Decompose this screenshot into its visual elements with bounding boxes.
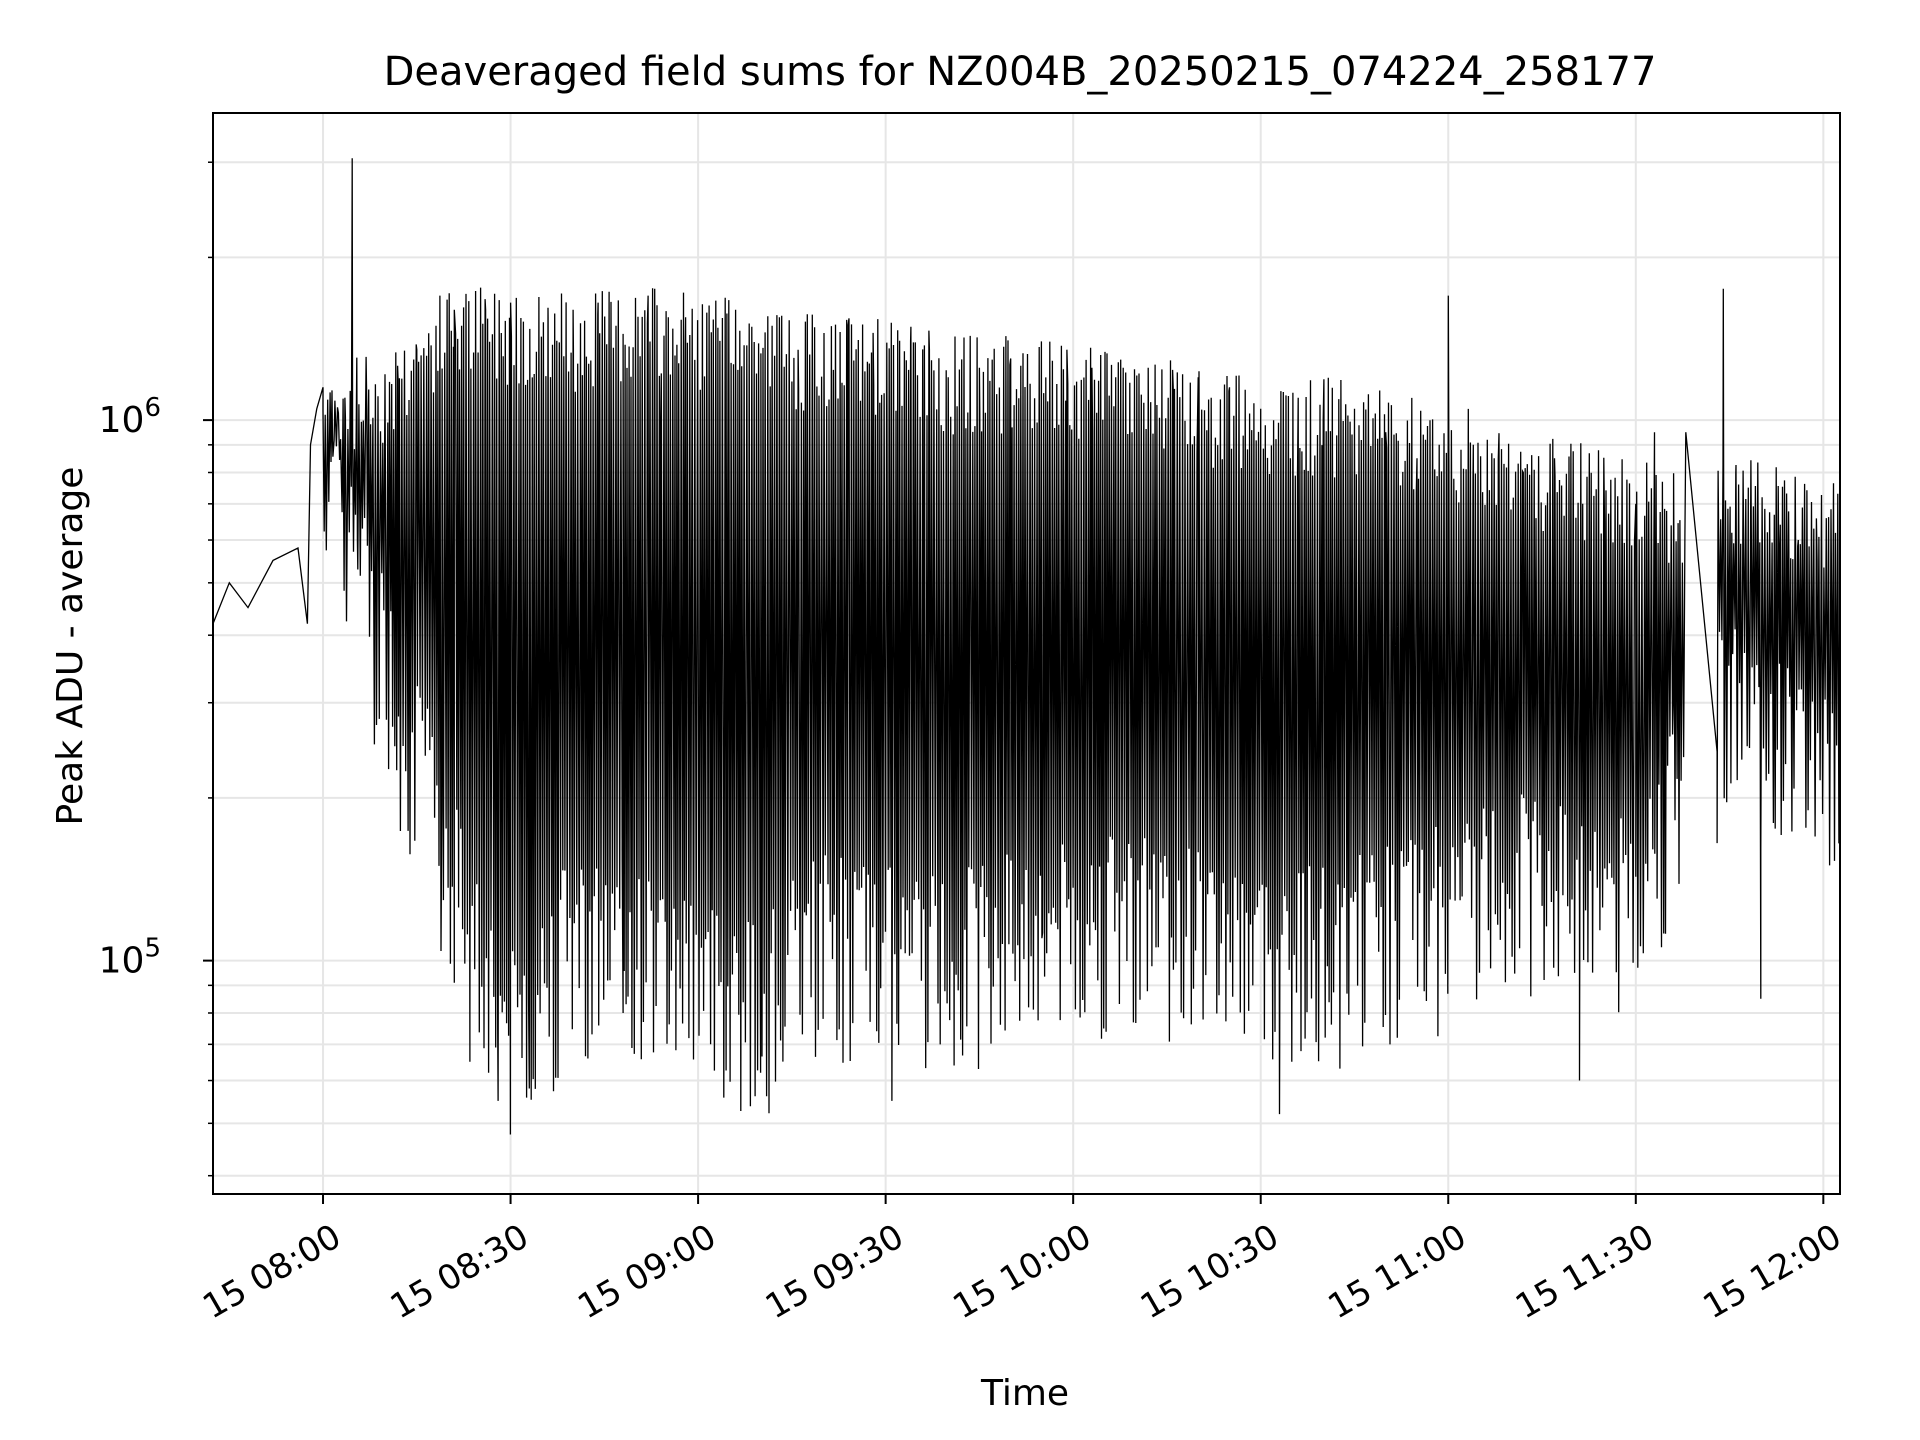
x-axis-label: Time: [980, 1373, 1069, 1414]
series-group: [212, 158, 1841, 1135]
plot-frame: [212, 112, 1841, 1195]
y-tick-exponent: 6: [144, 393, 161, 423]
y-tick-base: 10: [99, 400, 145, 441]
y-tick-label: 105: [99, 934, 161, 982]
series-line: [212, 158, 1841, 1135]
y-tick-label: 106: [99, 393, 161, 441]
y-tick-exponent: 5: [144, 934, 161, 964]
y-tick-base: 10: [99, 941, 145, 982]
y-axis-label: Peak ADU - average: [50, 467, 91, 826]
chart-title: Deaveraged field sums for NZ004B_2025021…: [384, 49, 1657, 95]
